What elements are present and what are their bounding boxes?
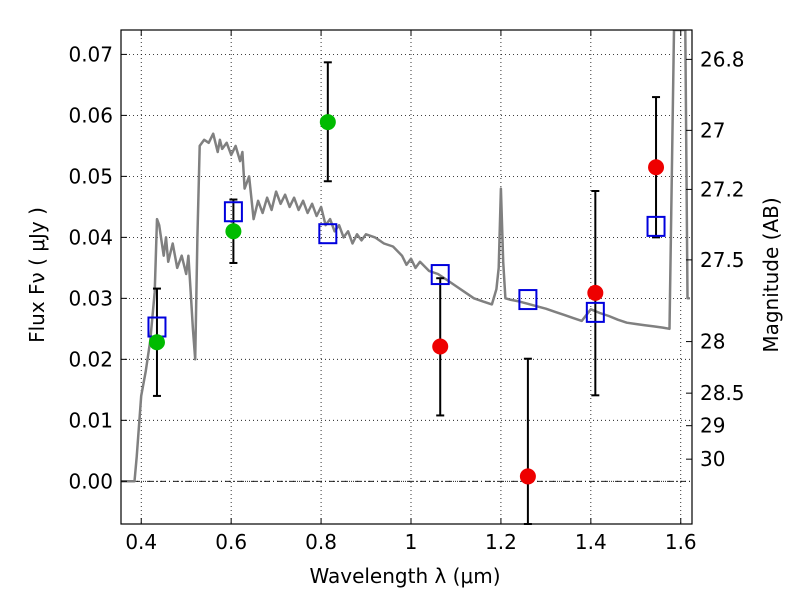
markers [147, 114, 666, 485]
red-data-point [648, 159, 665, 176]
y-tick-label: 0.06 [68, 103, 113, 127]
y-tick-label: 0.03 [68, 286, 113, 310]
error-bars [152, 61, 661, 525]
x-tick-label: 1.2 [485, 530, 517, 554]
green-data-point [319, 114, 336, 131]
mag-tick-label: 29 [700, 414, 725, 438]
axes [120, 29, 693, 525]
x-tick-label: 0.8 [305, 530, 337, 554]
model-square-point [646, 215, 666, 237]
red-data-point [587, 284, 604, 301]
mag-tick-label: 26.8 [700, 47, 745, 71]
green-data-point [225, 223, 242, 240]
y-tick-label: 0.00 [68, 469, 113, 493]
x-tick-label: 0.6 [215, 530, 247, 554]
red-data-point [519, 468, 536, 485]
labels: 0.4 0.6 0.8 1 1.2 1.4 1.6 0.00 0.01 0.02 0.03 0.04 0… [68, 42, 744, 554]
y-tick-label: 0.04 [68, 225, 113, 249]
model-square-point [318, 223, 338, 245]
y-axis-label: Flux Fν ( μJy ) [25, 207, 49, 343]
x-tick-label: 1.6 [665, 530, 697, 554]
mag-tick-label: 27.2 [700, 177, 745, 201]
y-tick-label: 0.02 [68, 347, 113, 371]
mag-tick-label: 27.5 [700, 248, 745, 272]
x-tick-label: 0.4 [125, 530, 157, 554]
y-tick-label: 0.07 [68, 42, 113, 66]
y-axis-right-label: Magnitude (AB) [759, 197, 783, 352]
x-axis-label: Wavelength λ (μm) [309, 564, 500, 588]
model-square-point [223, 201, 243, 223]
y-tick-label: 0.05 [68, 164, 113, 188]
red-data-point [432, 338, 449, 355]
plot-frame [120, 29, 693, 525]
model-square-point [430, 264, 450, 286]
mag-tick-label: 30 [700, 447, 725, 471]
mag-tick-label: 27 [700, 118, 725, 142]
y-tick-label: 0.01 [68, 408, 113, 432]
model-square-point [518, 289, 538, 311]
model-square-point [585, 301, 605, 323]
x-tick-label: 1 [405, 530, 418, 554]
grid [121, 30, 692, 524]
mag-tick-label: 28.5 [700, 381, 745, 405]
x-tick-label: 1.4 [575, 530, 607, 554]
green-data-point [148, 334, 165, 351]
mag-tick-label: 28 [700, 330, 725, 354]
